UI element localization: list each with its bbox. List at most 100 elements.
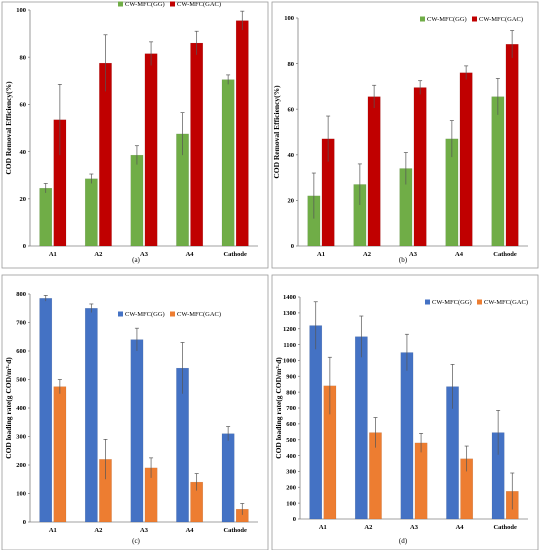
bar-cwmfcgac-a3 [414, 442, 428, 520]
x-tick-label: A2 [94, 251, 102, 258]
y-tick-label: 400 [16, 405, 26, 412]
bar-cwmfcgg-a2 [84, 178, 98, 247]
bar-cwmfcgac-a3 [144, 53, 158, 247]
bar-cwmfcgg-cathode [221, 79, 235, 247]
y-tick-label: 300 [16, 434, 26, 441]
legend-entry: CW-MFC(GG) [432, 299, 472, 306]
x-tick-label: A4 [455, 251, 464, 258]
y-tick-label: 0 [293, 516, 296, 523]
y-tick-label: 80 [20, 54, 27, 61]
bar-cwmfcgg-cathode [221, 433, 235, 523]
y-tick-label: 100 [16, 491, 26, 498]
legend-entry: CW-MFC(GG) [125, 1, 165, 8]
y-tick-label: 400 [286, 453, 296, 460]
x-tick-label: Cathode [493, 524, 517, 531]
legend-swatch [170, 311, 175, 317]
panel-label: (c) [132, 537, 140, 545]
bar-cwmfcgac-a4 [459, 72, 473, 247]
y-tick-label: 700 [16, 320, 26, 327]
x-tick-label: A3 [140, 527, 149, 534]
y-tick-label: 0 [23, 519, 26, 526]
legend-swatch [170, 1, 175, 7]
y-tick-label: 60 [288, 106, 295, 113]
y-tick-label: 800 [16, 291, 26, 298]
y-axis-label: COD loading rate(g COD/m³·d) [4, 357, 13, 459]
y-tick-label: 300 [286, 469, 296, 476]
legend-entry: CW-MFC(GAC) [479, 16, 523, 23]
legend-entry: CW-MFC(GG) [427, 16, 467, 23]
legend-swatch [472, 16, 477, 22]
bar-cwmfcgac-a2 [367, 96, 381, 247]
y-tick-label: 600 [286, 421, 296, 428]
y-tick-label: 20 [288, 198, 295, 205]
y-tick-label: 0 [291, 243, 294, 250]
y-tick-label: 800 [286, 389, 296, 396]
legend-swatch [118, 1, 123, 7]
y-tick-label: 20 [20, 196, 27, 203]
chart-panel-b: 0 20 40 60 80 100 COD Removal Efficiency(%) A1 A… [271, 1, 539, 269]
y-tick-label: 1300 [283, 310, 296, 317]
bar-cwmfcgg-a1 [39, 298, 53, 523]
panel-border [1, 274, 269, 550]
x-tick-label: A1 [317, 251, 325, 258]
x-tick-label: Cathode [223, 527, 247, 534]
legend-swatch [425, 299, 430, 305]
bar-cwmfcgg-a3 [130, 154, 144, 247]
panel-border [271, 274, 539, 550]
legend-swatch [477, 299, 482, 305]
bar-cwmfcgac-a3 [413, 87, 427, 247]
chart-panel-a: 0 20 40 60 80 100 COD Removal Efficiency(%) A1 A… [1, 1, 269, 269]
y-tick-label: 100 [286, 500, 296, 507]
panel-border [271, 1, 539, 269]
bar-cwmfcgg-a3 [400, 352, 414, 520]
x-tick-label: A1 [319, 524, 327, 531]
y-tick-label: 600 [16, 348, 26, 355]
y-tick-label: 0 [23, 243, 26, 250]
bar-cwmfcgg-cathode [491, 96, 505, 247]
bar-cwmfcgg-a1 [309, 325, 323, 520]
y-tick-label: 200 [286, 484, 296, 491]
y-tick-label: 40 [288, 152, 295, 159]
y-tick-label: 1100 [283, 342, 296, 349]
y-tick-label: 200 [16, 462, 26, 469]
x-tick-label: A4 [186, 527, 195, 534]
y-tick-label: 500 [286, 437, 296, 444]
y-tick-label: 100 [16, 7, 26, 14]
legend-swatch [420, 16, 425, 22]
y-tick-label: 60 [20, 102, 27, 109]
x-tick-label: A3 [410, 524, 419, 531]
x-tick-label: Cathode [493, 251, 517, 258]
x-tick-label: A1 [49, 527, 57, 534]
bar-cwmfcgg-a2 [84, 308, 98, 523]
panel-label: (b) [399, 256, 408, 264]
y-tick-label: 1200 [283, 326, 296, 333]
x-tick-label: A3 [140, 251, 149, 258]
x-tick-label: A4 [456, 524, 465, 531]
y-tick-label: 40 [20, 149, 27, 156]
y-axis-label: COD Removal Efficiency(%) [272, 85, 281, 179]
y-tick-label: 900 [286, 373, 296, 380]
bar-cwmfcgac-cathode [505, 44, 519, 247]
y-tick-label: 1400 [283, 294, 296, 301]
legend-entry: CW-MFC(GAC) [484, 299, 528, 306]
chart-panel-c: 0 100 200 300 400 500 600 700 800 COD loading rat… [1, 274, 269, 550]
x-tick-label: A4 [186, 251, 195, 258]
bar-cwmfcgg-a3 [130, 339, 144, 523]
bar-cwmfcgg-a1 [39, 187, 53, 247]
bar-cwmfcgg-a2 [354, 336, 368, 520]
chart-panel-d: 0 100 200 300 400 500 600 700 800 900 1000 1100 1200… [271, 274, 539, 550]
y-tick-label: 1000 [283, 358, 296, 365]
legend-swatch [118, 311, 123, 317]
legend-entry: CW-MFC(GG) [125, 311, 165, 318]
bar-cwmfcgac-cathode [235, 20, 249, 247]
y-tick-label: 80 [288, 61, 295, 68]
bar-cwmfcgac-a1 [53, 386, 67, 523]
x-tick-label: Cathode [223, 251, 247, 258]
legend-entry: CW-MFC(GAC) [177, 311, 221, 318]
legend-entry: CW-MFC(GAC) [177, 1, 221, 8]
x-tick-label: A2 [94, 527, 102, 534]
x-tick-label: A2 [363, 251, 371, 258]
panel-label: (a) [132, 256, 140, 264]
y-tick-label: 700 [286, 405, 296, 412]
